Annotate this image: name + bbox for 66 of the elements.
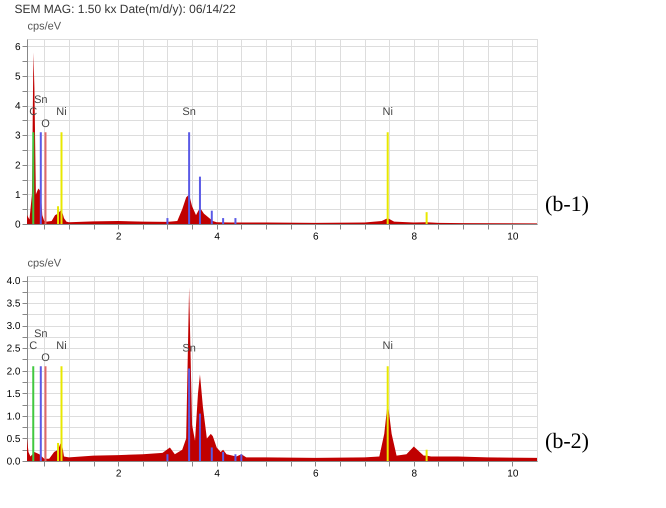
annotation: Ni [382, 106, 393, 118]
y-tick-label: 3.5 [6, 298, 21, 310]
bar [210, 447, 213, 461]
y-tick-label: 3 [14, 130, 21, 142]
bar [166, 218, 168, 224]
y-tick-label: 0 [14, 220, 21, 230]
x-tick-label: 8 [412, 468, 418, 480]
bar [44, 366, 46, 461]
y-tick-label: 1 [14, 190, 21, 201]
annotation: O [41, 352, 50, 364]
y-tick-label: 2.0 [6, 366, 21, 378]
y-tick-label: 3.0 [6, 321, 21, 332]
x-tick-label: 6 [312, 468, 319, 480]
annotation: Ni [56, 340, 67, 352]
y-tick-label: 2 [14, 160, 21, 172]
bar [198, 176, 201, 224]
bar [166, 454, 168, 461]
y-tick-label: 1.0 [6, 411, 21, 422]
y-tick-label: 0.5 [6, 434, 21, 445]
y-axis-title: cps/eV [28, 258, 62, 270]
y-tick-label: 0.0 [6, 456, 21, 468]
bar [386, 132, 389, 224]
y-tick-label: 2.5 [6, 344, 21, 355]
annotation: Ni [56, 106, 67, 118]
x-tick-label: 10 [507, 468, 519, 480]
y-tick-label: 4 [14, 101, 21, 112]
x-tick-label: 8 [412, 232, 418, 242]
bar [234, 454, 236, 461]
annotation: C [29, 340, 38, 352]
text: (b-2) [545, 428, 589, 453]
annotation: O [41, 118, 50, 130]
bar [60, 366, 62, 461]
annotation: Ni [382, 340, 393, 352]
bar [32, 132, 34, 224]
bar [240, 454, 242, 461]
bar [222, 218, 224, 224]
y-tick-label: 5 [14, 72, 21, 82]
bar [222, 452, 224, 461]
bar [60, 132, 62, 224]
x-tick-label: 10 [507, 232, 519, 242]
y-axis-title: cps/eV [28, 20, 62, 32]
x-tick-label: 2 [116, 232, 122, 242]
bar [44, 132, 46, 224]
annotation: Sn [34, 94, 48, 106]
bar [426, 212, 428, 224]
bar [426, 450, 428, 461]
x-tick-label: 4 [214, 232, 220, 242]
x-tick-label: 6 [312, 232, 319, 242]
x-tick-label: 4 [214, 468, 220, 480]
bar [234, 218, 236, 224]
bar [198, 414, 201, 461]
bar [40, 366, 42, 461]
bar [32, 366, 34, 461]
annotation: Sn [34, 328, 48, 340]
x-tick-label: 2 [116, 468, 122, 480]
annotation: Sn [182, 106, 196, 118]
bar [40, 132, 42, 224]
y-tick-label: 6 [14, 42, 21, 53]
chart-title: SEM MAG: 1.50 kx Date(m/d/y): 06/14/22 [14, 2, 236, 16]
y-tick-label: 4.0 [6, 276, 21, 288]
text: (b-1) [545, 191, 589, 216]
y-tick-label: 1.5 [6, 388, 21, 400]
bar [188, 368, 190, 461]
bar [210, 210, 213, 224]
bar [188, 132, 190, 224]
bar [386, 366, 389, 461]
